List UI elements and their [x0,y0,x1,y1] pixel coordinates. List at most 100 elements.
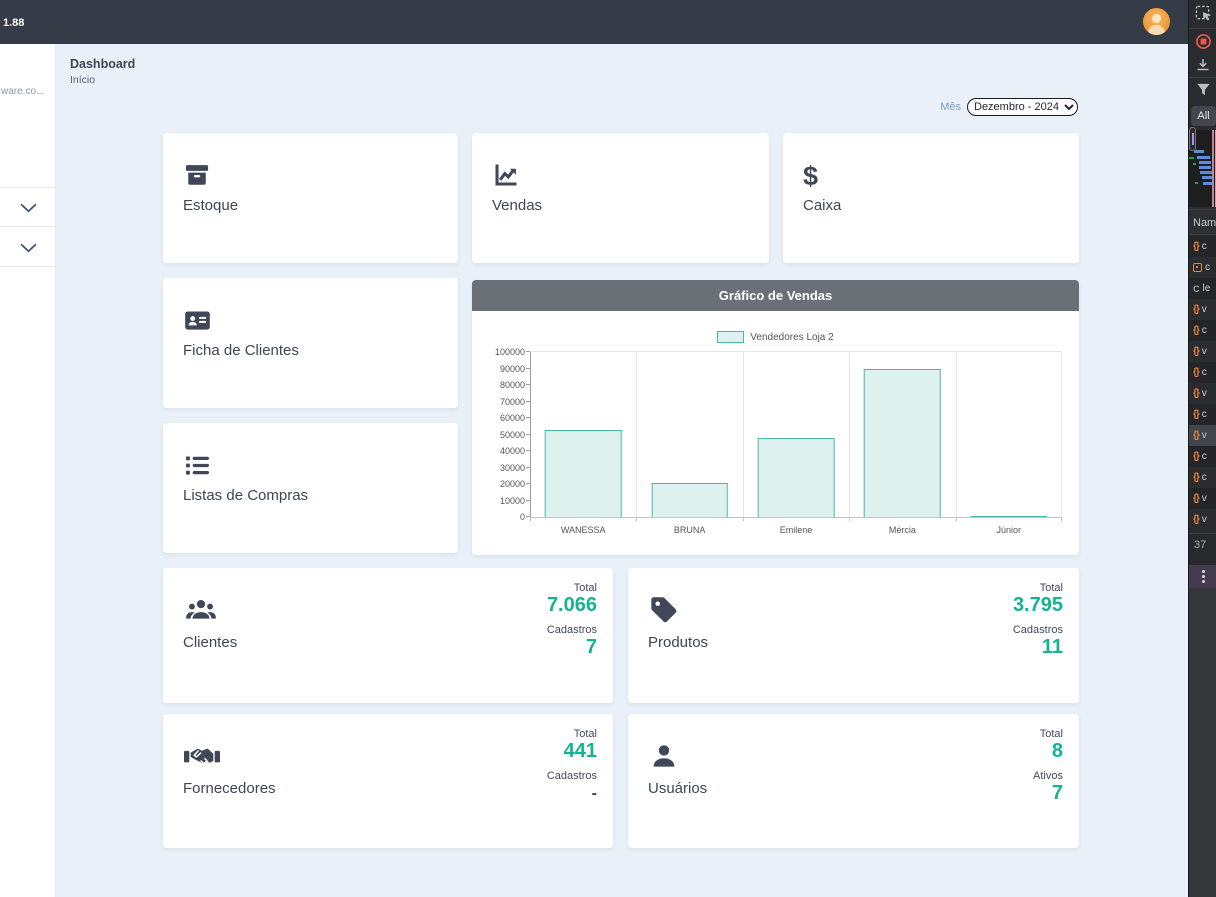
sidebar-divider [0,187,56,188]
stat-card-clientes[interactable]: Clientes Total 7.066 Cadastros 7 [163,568,613,703]
chart-title: Gráfico de Vendas [472,280,1079,311]
metric-value: - [591,785,597,802]
menu-card-caixa[interactable]: $ Caixa [783,133,1079,263]
inspect-element-icon[interactable] [1189,5,1216,22]
y-axis-line [530,352,531,517]
menu-card-label: Vendas [492,197,543,214]
y-axis-tick-label: 80000 [499,380,525,390]
filter-all-button[interactable]: All [1191,106,1216,126]
metric-value: 441 [563,740,597,762]
user-icon [648,740,684,772]
braces-icon: {} [1193,430,1200,441]
network-request-row[interactable]: {} c [1189,446,1216,467]
y-axis-tick-mark [526,400,530,402]
menu-card-label: Caixa [803,197,842,214]
network-request-row[interactable]: {} v [1189,383,1216,404]
network-request-row[interactable]: {} c [1189,320,1216,341]
waterfall-bar [1197,156,1210,159]
request-name: v [1201,304,1207,315]
network-request-row[interactable]: c [1189,257,1216,278]
request-name: c [1201,451,1207,462]
more-options-row[interactable] [1189,565,1216,588]
request-count: 37 [1189,533,1216,563]
toolbar-divider [1189,77,1216,78]
waterfall-selection-handle[interactable] [1189,127,1196,151]
metric-value: 3.795 [1012,594,1063,616]
network-request-row[interactable]: {} c [1189,362,1216,383]
stat-metrics: Total 441 Cadastros - [547,727,597,804]
metric-value: 8 [1051,740,1063,762]
avatar-person-icon [1152,14,1161,23]
braces-icon: {} [1193,493,1200,504]
y-axis-tick-mark [526,466,530,468]
request-name: c [1201,409,1207,420]
filter-icon[interactable] [1189,82,1216,97]
network-waterfall-preview[interactable] [1189,127,1216,207]
chevron-down-icon[interactable] [20,240,38,253]
list-icon [183,451,213,481]
network-request-row[interactable]: {} v [1189,425,1216,446]
menu-card-vendas[interactable]: Vendas [472,133,769,263]
stat-card-fornecedores[interactable]: Fornecedores Total 441 Cadastros - [163,714,613,848]
menu-card-listas-de-compras[interactable]: Listas de Compras [163,423,458,553]
network-request-row[interactable]: {} c [1189,236,1216,257]
metric-label: Cadastros [1012,624,1063,636]
stat-metrics: Total 7.066 Cadastros 7 [547,581,597,658]
name-column-header[interactable]: Nam [1189,209,1216,235]
braces-icon: {} [1193,472,1200,483]
x-axis-tick-mark [530,517,531,521]
stat-card-label: Usuários [648,780,708,797]
braces-icon: {} [1193,514,1200,525]
network-request-row[interactable]: {} v [1189,341,1216,362]
chart-bar-júnior [970,515,1048,517]
chart-bar-mércia [864,368,941,517]
waterfall-bar [1199,161,1211,164]
waterfall-bar [1202,176,1212,179]
x-axis-category-label: Mércia [888,525,916,535]
braces-icon: {} [1193,451,1200,462]
month-select[interactable]: Dezembro - 2024 [967,98,1078,116]
x-axis-tick-mark [849,517,851,521]
stat-card-label: Produtos [648,634,709,651]
download-icon[interactable] [1189,57,1216,73]
braces-icon: {} [1193,346,1200,357]
network-request-row[interactable]: {} v [1189,509,1216,530]
metric-label: Ativos [1033,770,1063,782]
braces-icon: {} [1193,409,1200,420]
stat-card-produtos[interactable]: Produtos Total 3.795 Cadastros 11 [628,568,1079,703]
month-filter-label: Mês [940,101,961,113]
metric-label: Total [573,582,597,594]
metric-label: Total [1039,582,1063,594]
menu-card-estoque[interactable]: Estoque [163,133,458,263]
y-axis-tick-mark [526,384,530,385]
request-name: v [1201,493,1207,504]
network-request-row[interactable]: {} c [1189,467,1216,488]
braces-icon: {} [1193,367,1200,378]
menu-card-ficha-de-clientes[interactable]: Ficha de Clientes [163,278,458,408]
record-stop-icon[interactable] [1189,33,1216,50]
y-axis-tick-label: 0 [519,512,525,522]
devtools-lower-area [1189,588,1216,897]
request-name: c [1201,325,1207,336]
dollar-icon: $ [803,161,819,191]
metric-value: 11 [1041,636,1063,658]
request-name: v [1201,430,1207,441]
waterfall-bar [1195,182,1198,184]
network-request-row[interactable]: {} v [1189,488,1216,509]
user-avatar[interactable] [1143,8,1170,35]
metric-label: Cadastros [546,624,597,636]
month-filter: Mês Dezembro - 2024 [940,98,1078,116]
network-request-row[interactable]: {} c [1189,404,1216,425]
y-axis-tick-label: 60000 [499,413,525,423]
request-name: v [1201,388,1207,399]
page-title: Dashboard [70,57,136,71]
y-axis-tick-mark [526,351,530,352]
metric-label: Total [1039,728,1063,740]
y-axis-tick-label: 40000 [499,446,525,456]
y-axis-tick-label: 30000 [499,462,525,473]
network-request-row[interactable]: {} v [1189,299,1216,320]
chevron-down-icon[interactable] [20,200,38,213]
stat-card-usuarios[interactable]: Usuários Total 8 Ativos 7 [628,714,1079,848]
